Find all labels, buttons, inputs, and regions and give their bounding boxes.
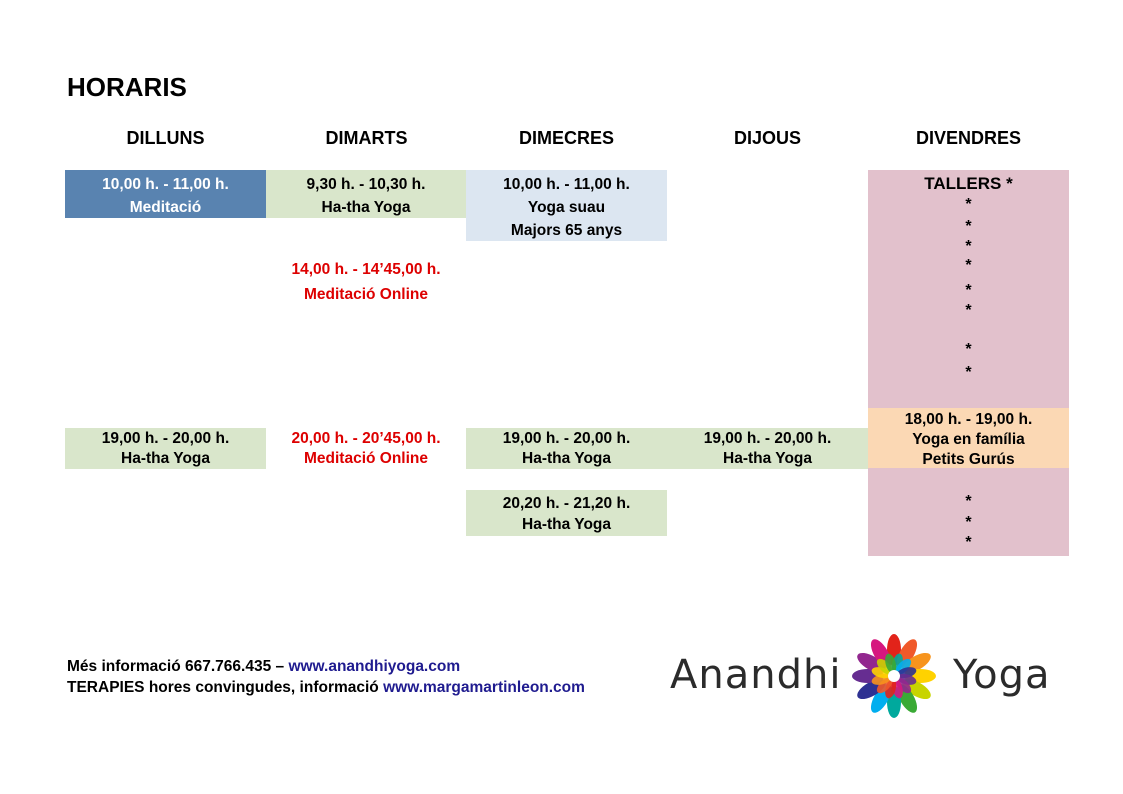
tallers-star: * — [965, 257, 972, 274]
tallers-star: * — [965, 218, 972, 235]
class-time: 19,00 h. - 20,00 h. — [703, 430, 832, 447]
logo-word-yoga: Yoga — [953, 652, 1051, 698]
class-note: Petits Gurús — [922, 451, 1015, 468]
class-name: Yoga en família — [912, 431, 1025, 448]
tallers-star: * — [965, 196, 972, 213]
class-name: Ha-tha Yoga — [522, 516, 611, 533]
class-time-tuesday-online-midday: 14,00 h. - 14’45,00 h. — [291, 261, 441, 278]
anandhi-yoga-logo: Anandhi Yoga — [670, 630, 1060, 720]
day-header-friday: DIVENDRES — [915, 128, 1022, 148]
class-block-wednesday-hatha-late: 20,20 h. - 21,20 h. Ha-tha Yoga — [466, 490, 667, 536]
therapies-link[interactable]: www.margamartinleon.com — [383, 679, 585, 696]
class-block-friday-tallers: TALLERS * * * * * * * * * — [868, 170, 1069, 408]
footer-therapies-line: TERAPIES hores convingudes, informació w… — [67, 679, 585, 697]
class-block-wednesday-hatha-evening: 19,00 h. - 20,00 h. Ha-tha Yoga — [466, 428, 667, 469]
tallers-star: * — [965, 514, 972, 531]
class-name: Ha-tha Yoga — [321, 199, 411, 216]
tallers-star: * — [965, 282, 972, 299]
class-block-monday-meditacio: 10,00 h. - 11,00 h. Meditació — [65, 170, 266, 218]
class-time: 19,00 h. - 20,00 h. — [101, 430, 230, 447]
tallers-star: * — [965, 364, 972, 381]
tallers-star: * — [965, 493, 972, 510]
day-header-monday: DILLUNS — [126, 128, 205, 148]
class-name-tuesday-online-evening: Meditació Online — [303, 450, 428, 467]
class-name: Meditació — [129, 199, 202, 216]
website-link[interactable]: www.anandhiyoga.com — [288, 658, 461, 675]
tallers-star: * — [965, 302, 972, 319]
class-time: 19,00 h. - 20,00 h. — [502, 430, 631, 447]
class-block-thursday-hatha-evening: 19,00 h. - 20,00 h. Ha-tha Yoga — [667, 428, 868, 469]
class-time: 10,00 h. - 11,00 h. — [503, 176, 630, 193]
class-name: Yoga suau — [527, 199, 606, 216]
page-title: HORARIS — [67, 72, 187, 102]
tallers-star: * — [965, 534, 972, 551]
class-block-friday-familia: 18,00 h. - 19,00 h. Yoga en família Peti… — [868, 408, 1069, 468]
footer-info-text: Més informació 667.766.435 – — [67, 658, 289, 675]
day-header-tuesday: DIMARTS — [325, 128, 408, 148]
footer-therapies-text: TERAPIES hores convingudes, informació — [67, 679, 384, 696]
lotus-center — [888, 670, 900, 682]
day-header-wednesday: DIMECRES — [518, 128, 614, 148]
lotus-inner-petal — [885, 653, 897, 674]
class-time: 18,00 h. - 19,00 h. — [904, 411, 1033, 428]
footer-info-line: Més informació 667.766.435 – www.anandhi… — [67, 658, 460, 676]
tallers-title: TALLERS * — [924, 174, 1013, 193]
tallers-star: * — [965, 341, 972, 358]
class-name: Ha-tha Yoga — [522, 450, 611, 467]
class-time: 9,30 h. - 10,30 h. — [306, 176, 426, 193]
class-name: Ha-tha Yoga — [121, 450, 210, 467]
class-name: Ha-tha Yoga — [723, 450, 812, 467]
class-time: 10,00 h. - 11,00 h. — [102, 176, 229, 193]
class-time-tuesday-online-evening: 20,00 h. - 20’45,00 h. — [291, 430, 441, 447]
class-block-friday-tallers-continued: * * * — [868, 468, 1069, 556]
class-name-tuesday-online-midday: Meditació Online — [303, 286, 428, 303]
lotus-flower-icon — [852, 634, 936, 718]
tallers-star: * — [965, 238, 972, 255]
class-block-monday-hatha-evening: 19,00 h. - 20,00 h. Ha-tha Yoga — [65, 428, 266, 469]
class-block-wednesday-suau: 10,00 h. - 11,00 h. Yoga suau Majors 65 … — [466, 170, 667, 241]
day-header-thursday: DIJOUS — [733, 128, 802, 148]
class-time: 20,20 h. - 21,20 h. — [502, 495, 631, 512]
class-note: Majors 65 anys — [510, 222, 623, 239]
class-block-tuesday-hatha: 9,30 h. - 10,30 h. Ha-tha Yoga — [266, 170, 466, 218]
logo-word-anandhi: Anandhi — [670, 652, 842, 698]
